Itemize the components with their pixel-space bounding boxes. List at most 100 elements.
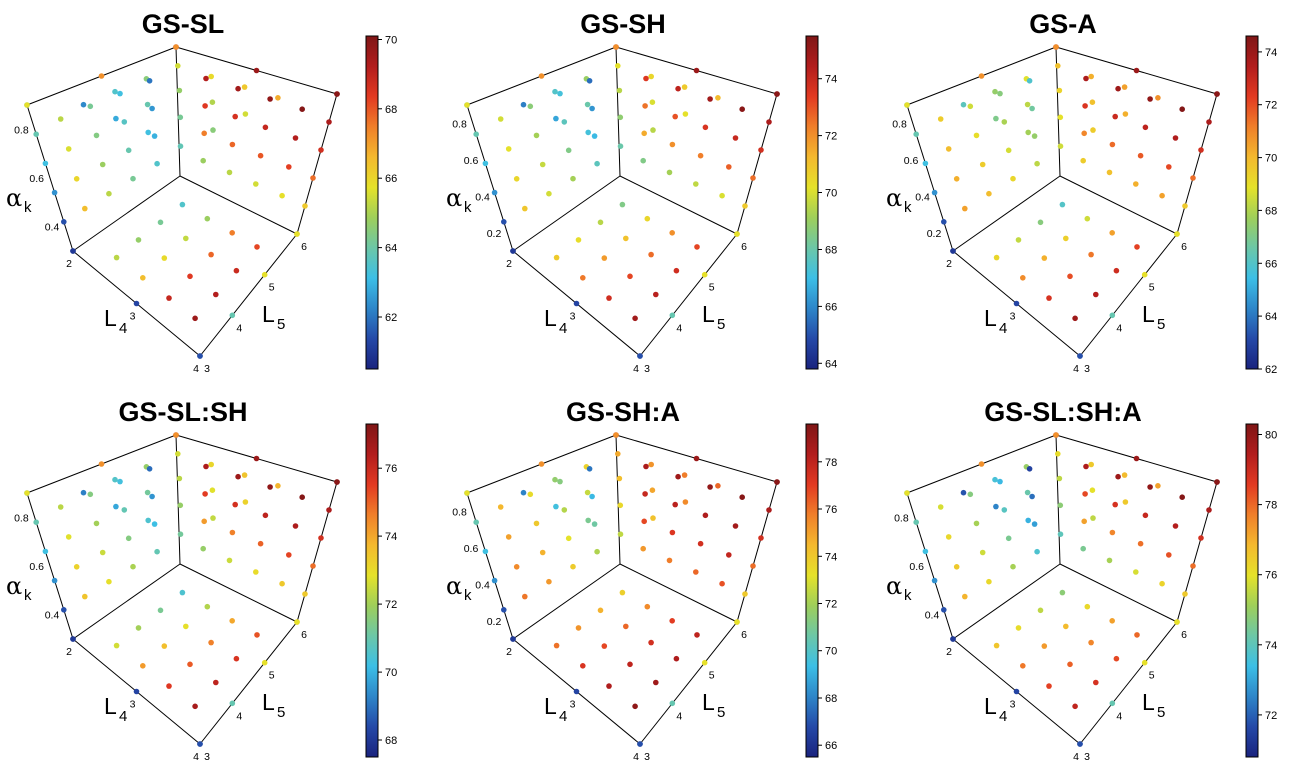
- data-point: [130, 563, 136, 570]
- data-point: [1025, 129, 1031, 136]
- l4-tick-label: 2: [946, 258, 952, 270]
- edge-point: [1109, 700, 1116, 707]
- edge-point: [1190, 563, 1196, 569]
- data-point: [106, 190, 112, 197]
- l5-tick-label: 4: [236, 710, 242, 722]
- l4-tick-label: 4: [1073, 363, 1079, 375]
- data-point: [210, 515, 216, 521]
- l5-tick-label: 6: [741, 241, 747, 253]
- data-point: [1005, 147, 1012, 154]
- data-point: [539, 549, 546, 556]
- data-point: [557, 478, 563, 485]
- alpha-tick-label: 0.2: [487, 616, 502, 628]
- data-point: [82, 593, 88, 600]
- l5-tick-label: 3: [1084, 363, 1090, 375]
- data-point: [673, 655, 680, 662]
- cube-inner-edge: [615, 46, 621, 177]
- data-point: [1059, 589, 1066, 596]
- data-point: [648, 73, 654, 80]
- data-point: [1024, 489, 1031, 496]
- data-point: [584, 101, 591, 108]
- alpha-tick-label: 0.8: [894, 512, 909, 524]
- data-point: [73, 176, 80, 182]
- data-point: [585, 129, 591, 136]
- data-point: [1037, 607, 1044, 614]
- cube-edge: [26, 492, 74, 640]
- l5-tick-label: 3: [644, 751, 650, 763]
- data-point: [192, 703, 198, 710]
- data-point: [1057, 502, 1064, 509]
- data-point: [1024, 101, 1031, 108]
- l4-tick-label: 3: [1010, 699, 1016, 711]
- edge-point: [1174, 231, 1180, 237]
- edge-point: [334, 479, 340, 485]
- data-point: [1055, 63, 1061, 69]
- data-point: [177, 143, 184, 149]
- edge-point: [61, 219, 67, 225]
- data-point: [570, 175, 576, 182]
- data-point: [112, 476, 118, 483]
- l5-axis-sub: 5: [717, 704, 725, 721]
- edge-point: [310, 563, 316, 569]
- data-point: [1029, 493, 1035, 500]
- data-point: [299, 106, 306, 112]
- l4-axis-sub: 4: [559, 320, 567, 337]
- colorbar-tick-label: 74: [385, 531, 397, 543]
- data-point: [226, 169, 233, 176]
- data-point: [203, 463, 209, 470]
- data-point: [201, 518, 207, 525]
- data-point: [229, 618, 235, 624]
- l4-tick-label: 2: [66, 258, 72, 270]
- edge-point: [1214, 91, 1220, 97]
- chart-title: GS-SH: [580, 9, 666, 39]
- edge-point: [310, 175, 316, 181]
- data-point: [135, 237, 142, 243]
- data-point: [146, 78, 153, 84]
- edge-point: [1198, 147, 1204, 153]
- cube-inner-edge: [619, 563, 738, 623]
- edge-point: [613, 432, 619, 438]
- edge-point: [931, 189, 938, 196]
- data-point: [591, 133, 598, 139]
- alpha-tick-label: 0.4: [925, 610, 940, 622]
- colorbar-tick-label: 72: [1265, 100, 1277, 112]
- data-point: [997, 90, 1003, 97]
- colorbar-tick-label: 70: [825, 188, 837, 200]
- data-point: [513, 176, 520, 182]
- data-point: [241, 472, 248, 478]
- data-point: [513, 564, 520, 570]
- data-point: [1088, 73, 1094, 80]
- edge-point: [261, 659, 268, 666]
- edge-point: [613, 44, 619, 50]
- data-point: [694, 632, 700, 638]
- data-point: [1179, 106, 1185, 112]
- data-point: [1084, 215, 1091, 222]
- colorbar-tick-label: 74: [1265, 47, 1277, 59]
- edge-point: [750, 563, 756, 569]
- data-point: [1134, 244, 1140, 250]
- alpha-tick-label: 0.4: [45, 222, 60, 234]
- l4-tick-label: 4: [1073, 751, 1079, 763]
- data-point: [149, 493, 155, 500]
- data-point: [1121, 472, 1128, 478]
- data-point: [117, 90, 123, 97]
- data-point: [1080, 545, 1086, 552]
- l4-tick-label: 2: [506, 258, 512, 270]
- edge-point: [302, 591, 308, 597]
- l4-tick-label: 4: [633, 751, 639, 763]
- data-point: [732, 135, 739, 141]
- data-point: [202, 491, 208, 497]
- edge-point: [501, 607, 507, 613]
- data-point: [561, 507, 568, 513]
- data-point: [57, 116, 64, 122]
- data-point: [580, 663, 586, 669]
- data-point: [286, 164, 292, 170]
- data-point: [666, 557, 673, 564]
- cube-edge: [1176, 481, 1218, 623]
- data-point: [1159, 580, 1165, 587]
- data-point: [520, 489, 527, 496]
- data-point: [1147, 96, 1153, 102]
- data-point: [241, 84, 248, 90]
- data-point: [575, 625, 582, 631]
